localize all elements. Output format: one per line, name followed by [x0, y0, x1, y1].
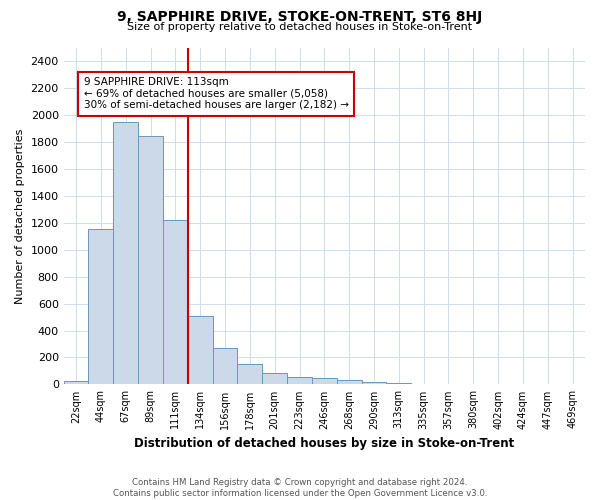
- Bar: [238, 364, 262, 384]
- Text: 9, SAPPHIRE DRIVE, STOKE-ON-TRENT, ST6 8HJ: 9, SAPPHIRE DRIVE, STOKE-ON-TRENT, ST6 8…: [118, 10, 482, 24]
- Bar: [163, 220, 188, 384]
- Y-axis label: Number of detached properties: Number of detached properties: [15, 128, 25, 304]
- Bar: [312, 378, 337, 384]
- Bar: [386, 382, 411, 384]
- Bar: [113, 122, 138, 384]
- X-axis label: Distribution of detached houses by size in Stoke-on-Trent: Distribution of detached houses by size …: [134, 437, 514, 450]
- Bar: [262, 373, 287, 384]
- Bar: [138, 136, 163, 384]
- Bar: [337, 380, 362, 384]
- Bar: [362, 382, 386, 384]
- Bar: [64, 381, 88, 384]
- Text: Contains HM Land Registry data © Crown copyright and database right 2024.
Contai: Contains HM Land Registry data © Crown c…: [113, 478, 487, 498]
- Text: 9 SAPPHIRE DRIVE: 113sqm
← 69% of detached houses are smaller (5,058)
30% of sem: 9 SAPPHIRE DRIVE: 113sqm ← 69% of detach…: [83, 77, 349, 110]
- Bar: [287, 377, 312, 384]
- Bar: [188, 316, 212, 384]
- Text: Size of property relative to detached houses in Stoke-on-Trent: Size of property relative to detached ho…: [127, 22, 473, 32]
- Bar: [88, 230, 113, 384]
- Bar: [212, 348, 238, 385]
